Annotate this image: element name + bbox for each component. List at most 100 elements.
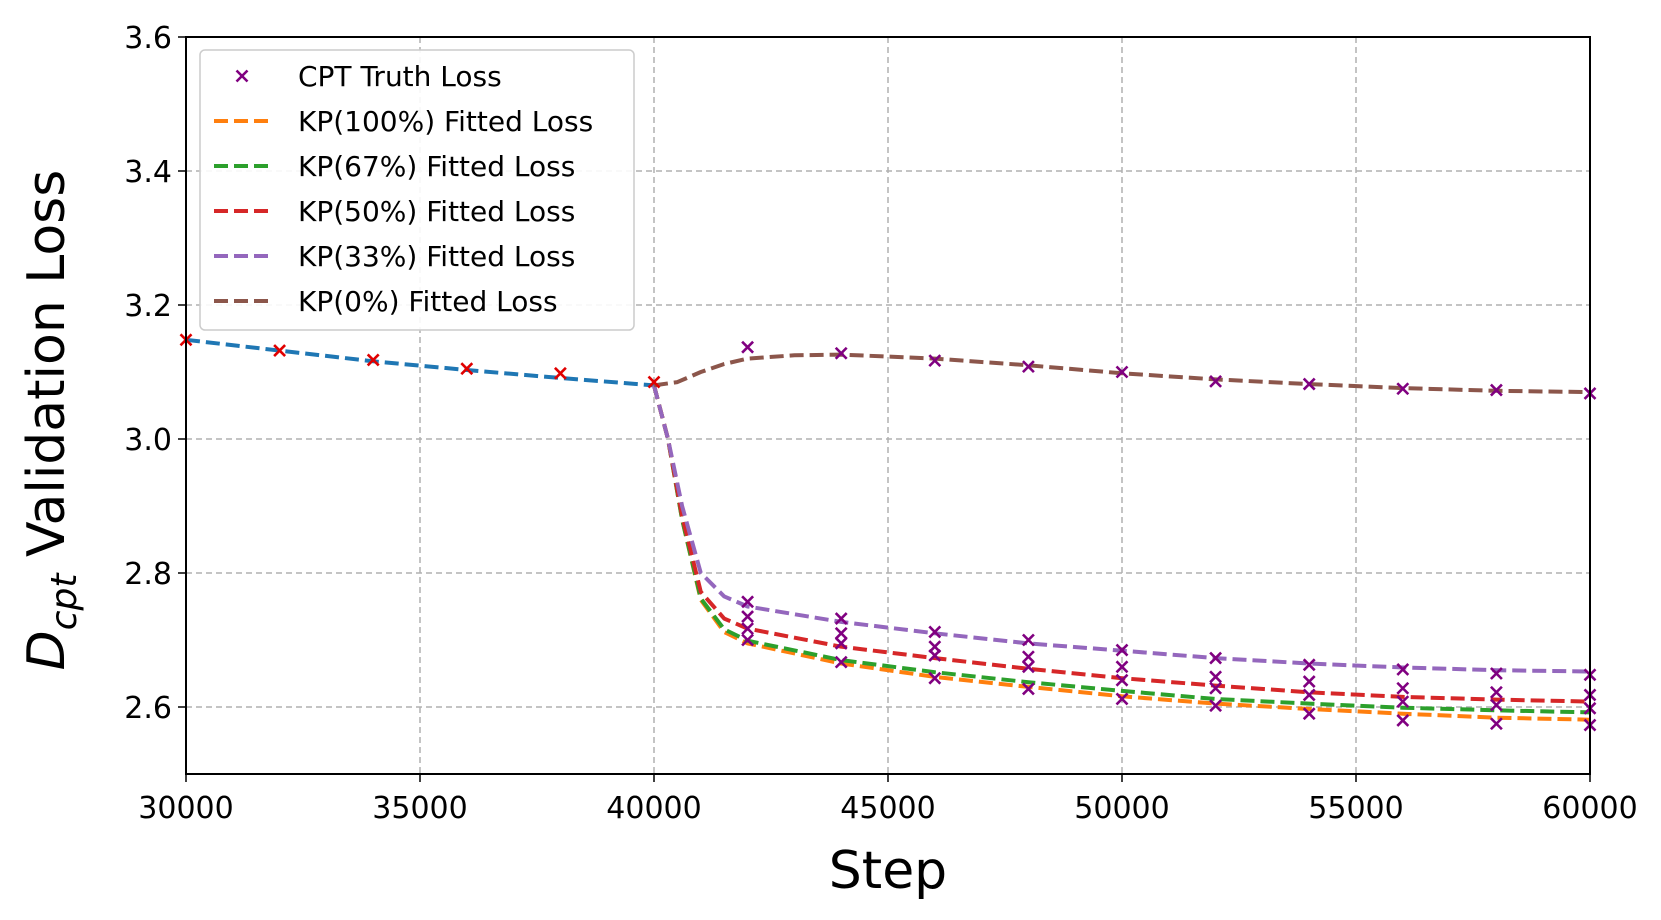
pretrain-truth-point [366,353,380,367]
cpt-truth-point [1115,673,1129,687]
x-tick-label: 45000 [840,791,935,826]
y-tick-label: 2.8 [124,557,172,592]
cpt-truth-point-stroke-b [928,354,942,368]
cpt-truth-point [1115,643,1129,657]
y-axis-title-rest: Validation Loss [17,170,77,574]
cpt-truth-point-stroke-b [1489,717,1503,731]
cpt-truth-point [1209,670,1223,684]
cpt-truth-point-stroke-b [741,610,755,623]
cpt-truth-point-stroke-b [834,655,848,669]
pretrain-truth-point-stroke-b [460,362,474,376]
y-tick-label: 3.6 [124,21,172,56]
pretrain-truth-point [647,375,661,389]
x-tick-label: 35000 [372,791,467,826]
x-tick-label: 30000 [138,791,233,826]
legend-label-cpt-truth-loss: CPT Truth Loss [298,60,502,93]
cpt-truth-point-stroke-b [1115,692,1129,706]
cpt-truth-point-stroke-b [1396,681,1410,695]
cpt-truth-point-stroke-b [1209,670,1223,684]
series-line-kp-0-fitted-loss [653,352,1591,395]
cpt-truth-point-stroke-b [1302,688,1316,702]
cpt-truth-point [741,340,755,354]
cpt-truth-point [741,610,755,623]
pretrain-truth-point [553,366,567,380]
cpt-truth-point [1396,695,1410,709]
cpt-truth-point [1302,658,1316,672]
cpt-truth-point [834,346,848,360]
cpt-truth-point-stroke-b [1209,699,1223,713]
legend-label-kp-33-fitted-loss: KP(33%) Fitted Loss [298,240,575,273]
cpt-truth-point [1396,713,1410,727]
cpt-truth-point-stroke-b [1209,651,1223,665]
y-tick-label: 3.4 [124,155,172,190]
cpt-truth-point-stroke-b [741,340,755,354]
cpt-truth-point [1489,685,1503,699]
cpt-truth-point [1396,382,1410,396]
legend-label-kp-100-fitted-loss: KP(100%) Fitted Loss [298,105,593,138]
cpt-truth-point [1115,365,1129,379]
y-tick-label: 3.2 [124,289,172,324]
cpt-truth-point [741,633,755,647]
cpt-truth-point [741,595,755,609]
cpt-truth-point [1489,383,1503,397]
cpt-truth-point [1021,682,1035,696]
cpt-truth-point-stroke-b [1489,685,1503,699]
legend-label-kp-67-fitted-loss: KP(67%) Fitted Loss [298,150,575,183]
cpt-truth-point [1396,681,1410,695]
pretrain-truth-point-stroke-b [273,344,287,357]
cpt-truth-point [1302,377,1316,391]
cpt-truth-point-stroke-b [928,625,942,639]
cpt-truth-point-stroke-b [1021,360,1035,374]
cpt-truth-point [1489,667,1503,680]
cpt-truth-point [834,636,848,650]
cpt-truth-point [741,622,755,636]
x-tick-label: 40000 [606,791,701,826]
cpt-truth-point [1209,699,1223,713]
y-tick-label: 2.6 [124,691,172,726]
cpt-truth-point [1302,688,1316,702]
cpt-truth-point [1115,660,1129,674]
cpt-truth-point-stroke-b [1115,660,1129,674]
cpt-truth-point [928,625,942,639]
legend-label-kp-50-fitted-loss: KP(50%) Fitted Loss [298,195,575,228]
cpt-truth-point-stroke-b [1489,667,1503,680]
legend-box [199,49,635,331]
cpt-truth-point-stroke-b [1021,682,1035,696]
cpt-truth-point-stroke-b [1115,643,1129,657]
cpt-truth-point-stroke-b [741,595,755,609]
cpt-truth-point [834,655,848,669]
cpt-truth-point-stroke-b [1302,658,1316,672]
cpt-truth-point [1115,692,1129,706]
cpt-truth-point [928,648,942,662]
cpt-truth-point-stroke-b [741,622,755,636]
cpt-truth-point-stroke-b [1021,633,1035,647]
cpt-truth-point [928,671,942,685]
cpt-truth-point-stroke-b [1209,681,1223,695]
cpt-truth-point [1489,717,1503,731]
x-tick-label: 60000 [1542,791,1637,826]
cpt-truth-point-stroke-b [1302,675,1316,688]
cpt-truth-point [1021,660,1035,674]
cpt-truth-point-stroke-b [1021,660,1035,674]
cpt-truth-point [1021,360,1035,374]
cpt-truth-point-stroke-b [834,346,848,360]
cpt-truth-point-stroke-b [834,612,848,625]
pretrain-truth-point-stroke-b [553,366,567,380]
ticks: 30000 35000 40000 45000 50000 55000 60000 2.6 2.… [124,21,1637,826]
pretrain-truth-point-stroke-b [366,353,380,367]
pretrain-truth-point [273,344,287,357]
y-tick-label: 3.0 [124,423,172,458]
cpt-truth-point [1021,650,1035,664]
y-axis-title: Dcpt Validation Loss [17,170,85,671]
cpt-truth-point-stroke-b [1396,663,1410,676]
cpt-truth-point [1396,663,1410,676]
legend-label-kp-0-fitted-loss: KP(0%) Fitted Loss [298,285,558,318]
cpt-truth-point-stroke-b [1115,365,1129,379]
cpt-truth-point [1021,633,1035,647]
cpt-truth-point [1209,374,1223,388]
cpt-truth-point-stroke-b [1396,382,1410,396]
cpt-truth-point-stroke-b [741,633,755,647]
pretrain-truth-point-stroke-b [647,375,661,389]
y-axis-title-subscript: cpt [44,572,85,631]
